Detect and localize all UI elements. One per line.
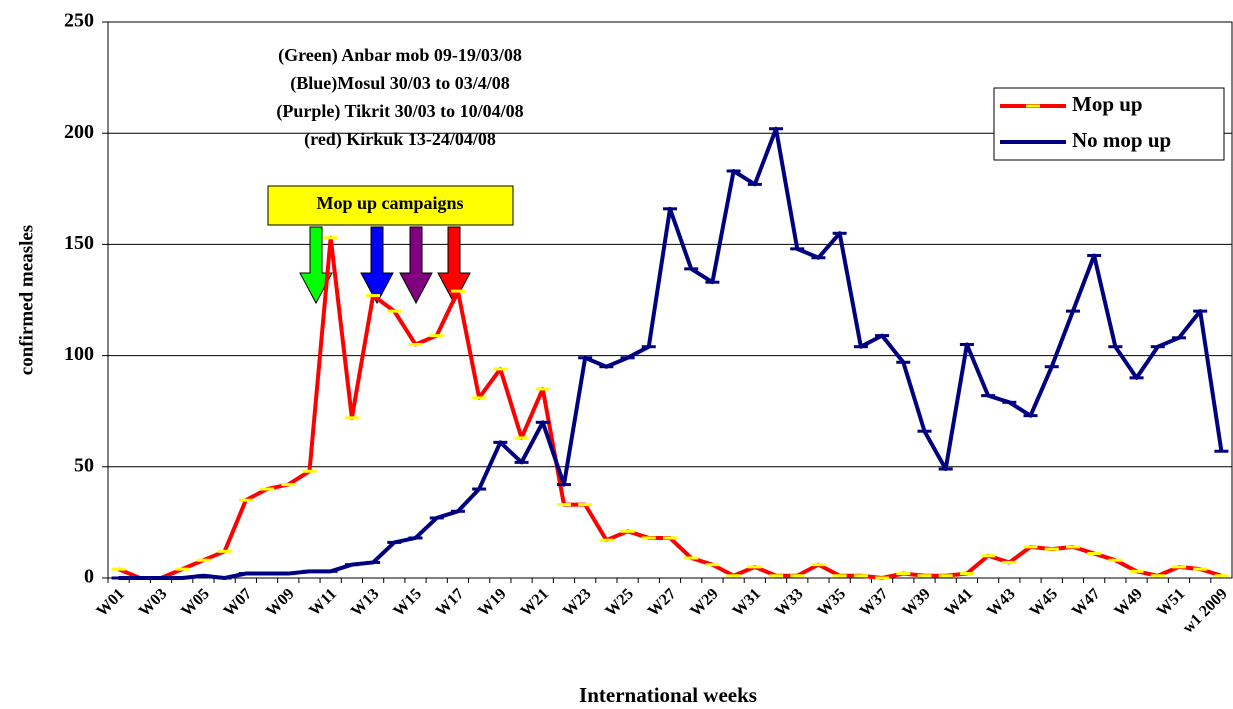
campaign-label: Mop up campaigns bbox=[316, 193, 463, 213]
x-tick-label: W47 bbox=[1069, 585, 1104, 620]
x-axis-label: International weeks bbox=[579, 683, 757, 707]
x-tick-label: W35 bbox=[814, 585, 849, 620]
x-tick-label: W39 bbox=[899, 585, 934, 620]
x-tick-label: W07 bbox=[221, 585, 256, 620]
y-tick-label: 50 bbox=[74, 454, 94, 476]
x-tick-label: W25 bbox=[602, 585, 637, 620]
y-axis-label: confirmed measles bbox=[16, 225, 37, 375]
x-tick-label: W17 bbox=[433, 585, 468, 620]
x-tick-label: W21 bbox=[518, 585, 553, 620]
annotation: (red) Kirkuk 13-24/04/08 bbox=[304, 129, 496, 150]
x-tick-label: W19 bbox=[475, 585, 510, 620]
x-tick-label: W29 bbox=[687, 585, 722, 620]
x-tick-label: w1 2009 bbox=[1180, 585, 1231, 636]
x-tick-label: W41 bbox=[942, 585, 977, 620]
x-tick-label: W31 bbox=[730, 585, 765, 620]
annotations: (Green) Anbar mob 09-19/03/08 (Blue)Mosu… bbox=[276, 45, 523, 150]
x-tick-label: W03 bbox=[136, 585, 171, 620]
campaign-box bbox=[267, 185, 514, 226]
x-tick-label: W45 bbox=[1027, 585, 1062, 620]
campaign-arrow bbox=[299, 226, 333, 305]
annotation: (Green) Anbar mob 09-19/03/08 bbox=[278, 45, 522, 66]
x-tick-label: W51 bbox=[1154, 585, 1189, 620]
x-tick-label: W37 bbox=[857, 585, 892, 620]
x-tick-label: W33 bbox=[772, 585, 807, 620]
x-tick-label: W05 bbox=[178, 585, 213, 620]
x-tick-label: W27 bbox=[645, 585, 680, 620]
y-tick-label: 0 bbox=[84, 566, 94, 588]
annotation: (Purple) Tikrit 30/03 to 10/04/08 bbox=[276, 101, 523, 122]
x-tick-label: W09 bbox=[263, 585, 298, 620]
x-tick-label: W49 bbox=[1111, 585, 1146, 620]
campaign-arrow bbox=[360, 226, 394, 305]
legend-label: Mop up bbox=[1072, 92, 1143, 116]
annotation: (Blue)Mosul 30/03 to 03/4/08 bbox=[290, 73, 510, 94]
y-tick-label: 100 bbox=[64, 343, 94, 365]
legend-label: No mop up bbox=[1072, 128, 1171, 152]
campaign-arrow bbox=[437, 226, 471, 305]
plot-frame bbox=[107, 21, 1233, 579]
x-tick-label: W23 bbox=[560, 585, 595, 620]
x-tick-label: W13 bbox=[348, 585, 383, 620]
y-tick-label: 150 bbox=[64, 232, 94, 254]
x-tick-label: W15 bbox=[390, 585, 425, 620]
series-line bbox=[117, 235, 1223, 580]
campaign-arrow bbox=[399, 226, 433, 305]
y-tick-label: 200 bbox=[64, 121, 94, 143]
x-tick-label: W43 bbox=[984, 585, 1019, 620]
x-tick-label: W11 bbox=[306, 585, 340, 619]
y-tick-label: 250 bbox=[64, 10, 94, 32]
x-tick-label: W01 bbox=[93, 585, 128, 620]
legend-box bbox=[993, 87, 1225, 161]
